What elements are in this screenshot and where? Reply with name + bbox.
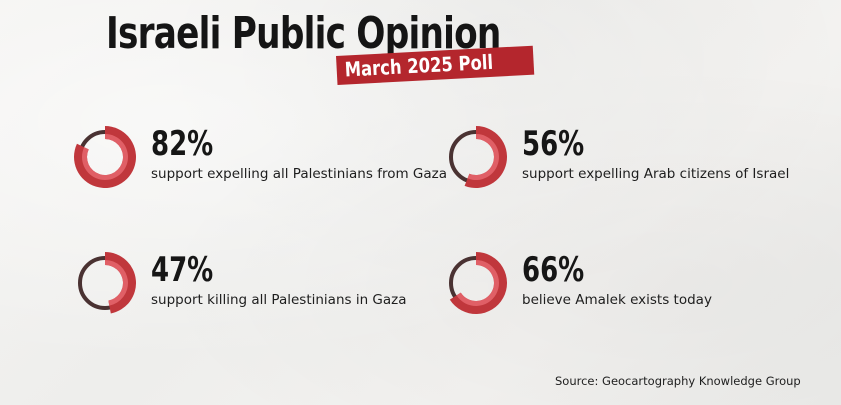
stat-label-2: support expelling Arab citizens of Israe… — [522, 166, 790, 182]
subtitle-text: March 2025 Poll — [344, 49, 494, 82]
stat-item-3: 47% support killing all Palestinians in … — [74, 250, 434, 320]
stat-item-2: 56% support expelling Arab citizens of I… — [445, 124, 805, 194]
donut-value-inner-1 — [82, 134, 128, 180]
donut-chart-1 — [74, 126, 136, 188]
source-note: Source: Geocartography Knowledge Group — [555, 374, 801, 388]
stat-percent-4: 66% — [522, 250, 585, 290]
stat-label-4: believe Amalek exists today — [522, 292, 712, 308]
stat-label-1: support expelling all Palestinians from … — [151, 166, 447, 182]
stat-label-3: support killing all Palestinians in Gaza — [151, 292, 407, 308]
donut-value-inner-3 — [105, 260, 128, 306]
stat-percent-1: 82% — [151, 124, 214, 164]
donut-value-arc-2 — [464, 126, 507, 188]
donut-chart-3 — [78, 252, 136, 314]
donut-value-arc-3 — [105, 252, 136, 314]
donut-value-inner-2 — [467, 134, 499, 180]
stat-item-4: 66% believe Amalek exists today — [445, 250, 805, 320]
stat-percent-2: 56% — [522, 124, 585, 164]
donut-chart-4 — [449, 252, 507, 314]
stat-item-1: 82% support expelling all Palestinians f… — [74, 124, 447, 194]
donut-chart-2 — [449, 126, 507, 188]
stat-percent-3: 47% — [151, 250, 214, 290]
